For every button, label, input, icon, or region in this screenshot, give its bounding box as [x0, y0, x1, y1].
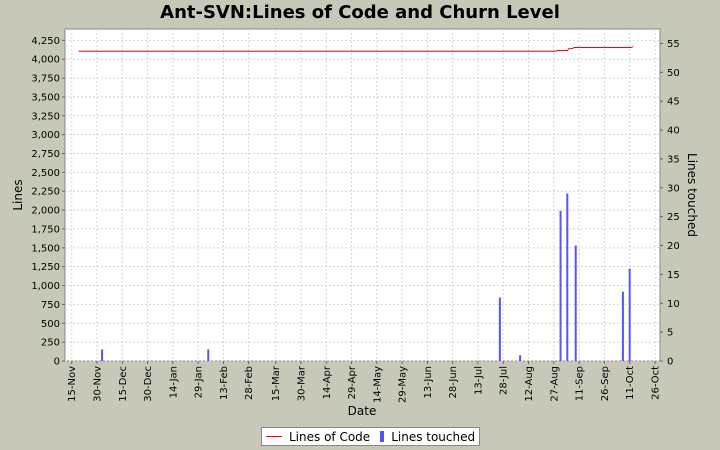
right-axis-title: Lines touched: [685, 153, 699, 237]
left-axis-title: Lines: [11, 179, 25, 210]
legend-bar-swatch: [380, 431, 385, 442]
x-tick-label: 14-May: [372, 366, 383, 403]
left-tick-label: 1,750: [31, 224, 60, 235]
left-tick-label: 4,000: [31, 55, 60, 66]
right-tick-label: 15: [667, 270, 680, 281]
grid-layer: [65, 29, 660, 362]
churn-bar: [519, 355, 522, 361]
left-tick-label: 3,000: [31, 130, 60, 141]
x-axis: 15-Nov 30-Nov 15-Dec 30-Dec 14-Jan 29-Jan 13-F…: [67, 361, 661, 403]
left-tick-label: 2,250: [31, 187, 60, 198]
right-tick-label: 35: [667, 154, 680, 165]
right-tick-label: 45: [667, 97, 680, 108]
legend-label-loc: Lines of Code: [289, 429, 371, 444]
right-tick-label: 20: [667, 241, 680, 252]
loc-line: [78, 45, 634, 52]
churn-bar: [101, 349, 104, 361]
left-tick-label: 4,250: [31, 36, 60, 47]
legend-label-touched: Lines touched: [391, 429, 476, 444]
x-tick-label: 30-Nov: [93, 366, 104, 402]
x-tick-label: 28-Jun: [448, 366, 459, 399]
right-tick-label: 30: [667, 183, 680, 194]
x-tick-label: 29-Apr: [347, 365, 358, 399]
left-tick-label: 0: [54, 357, 60, 368]
x-tick-label: 30-Mar: [296, 365, 307, 401]
right-tick-label: 10: [667, 299, 680, 310]
left-tick-label: 500: [41, 319, 60, 330]
churn-bar: [498, 297, 501, 361]
x-tick-label: 13-Feb: [219, 366, 230, 400]
left-tick-label: 3,250: [31, 111, 60, 122]
x-tick-label: 26-Sep: [600, 366, 611, 401]
x-tick-label: 13-Jul: [473, 366, 484, 395]
right-tick-label: 0: [667, 357, 673, 368]
left-tick-label: 1,000: [31, 281, 60, 292]
x-axis-title: Date: [348, 404, 377, 418]
line-layer: [78, 45, 634, 52]
x-tick-label: 12-Aug: [524, 366, 535, 402]
right-axis: 0 5 10 15 20 25 30 35 40 45 50 55: [660, 39, 680, 368]
x-tick-label: 30-Dec: [143, 366, 154, 402]
right-tick-label: 25: [667, 212, 680, 223]
legend: Lines of Code Lines touched: [261, 427, 481, 446]
left-tick-label: 2,750: [31, 149, 60, 160]
churn-bar: [207, 349, 210, 361]
right-tick-label: 5: [667, 328, 673, 339]
x-tick-label: 28-Feb: [244, 366, 255, 400]
x-tick-label: 15-Nov: [67, 366, 78, 402]
churn-bar: [566, 193, 569, 361]
x-tick-label: 27-Aug: [549, 366, 560, 402]
churn-bar: [628, 268, 631, 361]
left-tick-label: 250: [41, 338, 60, 349]
plot-area: [64, 28, 661, 362]
left-tick-label: 750: [41, 300, 60, 311]
left-tick-label: 2,000: [31, 206, 60, 217]
x-tick-label: 29-May: [398, 366, 409, 403]
x-tick-label: 15-Mar: [271, 365, 282, 401]
x-tick-label: 11-Sep: [575, 366, 586, 401]
churn-bar: [559, 210, 562, 361]
chart-title: Ant-SVN:Lines of Code and Churn Level: [160, 2, 560, 23]
churn-bar: [621, 291, 624, 361]
left-tick-label: 3,750: [31, 74, 60, 85]
left-axis: 0 250 500 750 1,000 1,250 1,500 1,750 2,000 2,250…: [31, 36, 65, 368]
x-tick-label: 15-Dec: [118, 366, 129, 402]
x-tick-label: 29-Jan: [194, 366, 205, 398]
right-tick-label: 55: [667, 39, 680, 50]
x-tick-label: 14-Jan: [168, 366, 179, 398]
left-tick-label: 3,500: [31, 92, 60, 103]
left-tick-label: 2,500: [31, 168, 60, 179]
x-tick-label: 14-Apr: [322, 365, 333, 399]
x-tick-label: 26-Oct: [650, 366, 661, 400]
bar-layer: [101, 193, 631, 361]
right-tick-label: 40: [667, 126, 680, 137]
legend-line-swatch: [266, 436, 282, 437]
x-tick-label: 13-Jun: [423, 366, 434, 399]
right-tick-label: 50: [667, 68, 680, 79]
x-tick-label: 11-Oct: [625, 366, 636, 400]
x-tick-label: 28-Jul: [499, 366, 510, 395]
left-tick-label: 1,500: [31, 243, 60, 254]
left-tick-label: 1,250: [31, 262, 60, 273]
churn-bar: [574, 245, 577, 361]
